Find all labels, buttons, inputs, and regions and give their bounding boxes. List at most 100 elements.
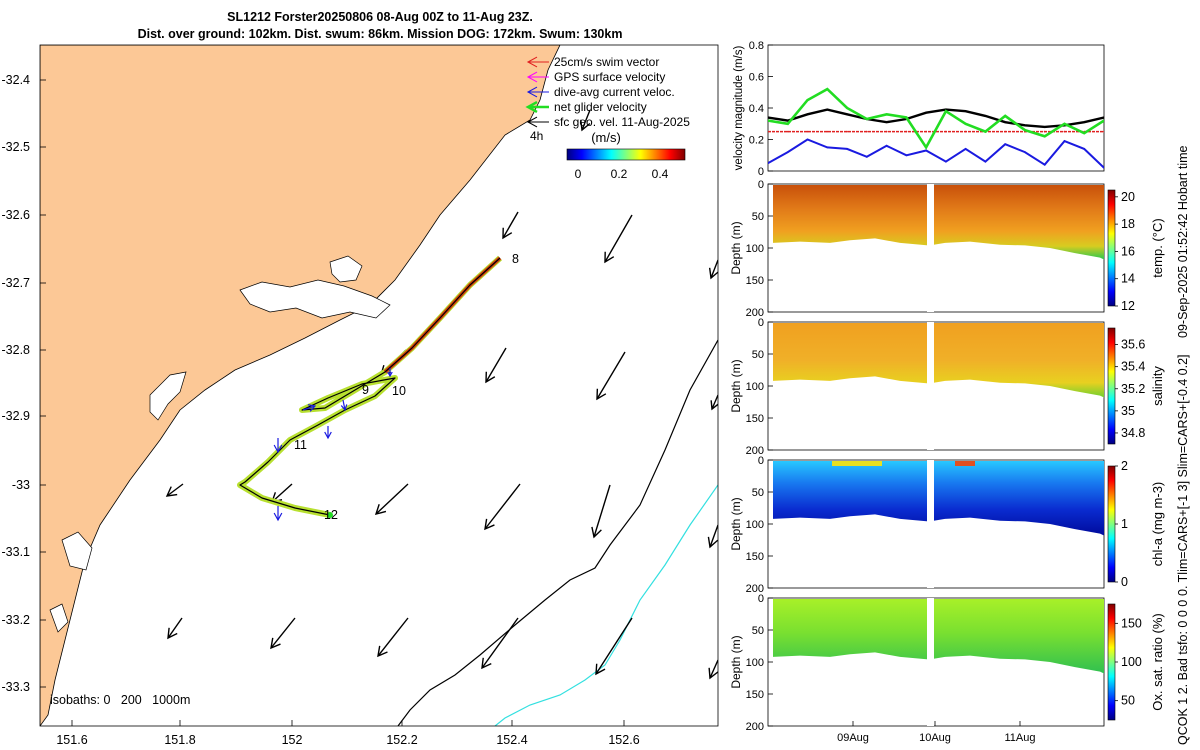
colorbar-label: Ox. sat. ratio (%)	[1150, 613, 1165, 711]
section-data-curtain	[773, 461, 1104, 536]
velocity-point	[865, 130, 868, 133]
velocity-point	[964, 148, 967, 150]
lake-1	[239, 279, 391, 319]
velocity-point	[1043, 126, 1046, 128]
velocity-point	[1103, 116, 1104, 119]
colorbar-label: temp. (°C)	[1150, 218, 1165, 277]
velocity-point	[984, 160, 987, 163]
velocity-y-tick-label: 0.8	[749, 40, 764, 52]
velocity-point	[826, 146, 829, 149]
section-panel-2: 0 50 100 150 200 Depth (m) 34.8 35 35.2 35.4 35.6 s…	[729, 317, 1165, 457]
colorbar-tick-label: 35.2	[1121, 382, 1145, 396]
depth-tick-label: 50	[752, 349, 764, 361]
dive-avg-vector-6	[302, 404, 317, 412]
map-frame	[39, 44, 719, 727]
velocity-point	[925, 146, 928, 149]
day-label-11: 11	[294, 438, 307, 452]
velocity-frame	[767, 44, 1105, 172]
time-tick-label: 11Aug	[1005, 732, 1036, 744]
map-y-tick-label: -32.8	[2, 343, 31, 357]
current-vector-12	[707, 524, 718, 549]
inlet-4	[61, 531, 93, 571]
velocity-point	[885, 130, 888, 133]
depth-axis-label: Depth (m)	[729, 497, 743, 550]
velocity-point	[1004, 143, 1007, 146]
data-gap	[927, 460, 934, 588]
colorbar-title: (m/s)	[591, 130, 621, 145]
velocity-point	[944, 160, 947, 163]
current-vector-5	[485, 347, 507, 384]
map-y-tick-label: -33.1	[2, 545, 31, 559]
current-vector-9	[374, 483, 409, 515]
current-vector-20	[708, 659, 718, 680]
colorbar-tick-label: 34.8	[1121, 426, 1145, 440]
depth-tick-label: 100	[746, 519, 764, 531]
legend-arrow-2	[526, 71, 549, 83]
legend-entry-2: GPS surface velocity	[554, 70, 665, 84]
isobaths-label: isobaths: 0 200 1000m	[50, 693, 190, 707]
day-label-8: 8	[512, 252, 519, 266]
colorbar-tick-label: 35	[1121, 404, 1135, 418]
velocity-point	[846, 113, 848, 116]
velocity-point	[964, 130, 967, 133]
velocity-point	[1103, 119, 1104, 122]
map-y-tick-label: -32.5	[2, 140, 31, 154]
isobath-200	[397, 339, 718, 726]
time-tick-label: 09Aug	[837, 732, 869, 744]
section-panel-1: 0 50 100 150 200 Depth (m) 12 14 16 18 20 temp. (°C…	[729, 179, 1165, 319]
current-vector-16	[270, 617, 296, 650]
legend-suffix: 4h	[530, 129, 543, 143]
depth-tick-label: 200	[746, 583, 764, 595]
qc-text: QCOK 1 2. Bad tsfo: 0 0 0	[1176, 599, 1190, 745]
velocity-point	[885, 113, 888, 116]
velocity-point	[944, 110, 947, 113]
depth-tick-label: 150	[746, 551, 764, 563]
velocity-point	[786, 122, 789, 125]
map-y-tick-label: -33.2	[2, 613, 31, 627]
depth-tick-label: 50	[752, 487, 764, 499]
velocity-point	[1063, 122, 1066, 125]
velocity-series-net	[768, 87, 1104, 150]
depth-axis-label: Depth (m)	[729, 635, 743, 688]
map-y-tick-label: -33	[12, 478, 30, 492]
map-x-tick-label: 151.6	[56, 733, 87, 747]
legend-entry-1: 25cm/s swim vector	[554, 55, 659, 69]
time-axis: 09Aug 10Aug 11Aug	[837, 721, 1036, 744]
velocity-point	[826, 130, 829, 133]
depth-tick-label: 0	[758, 317, 764, 329]
map-x-axis: 151.6 151.8 152 152.2 152.4 152.6	[56, 720, 640, 747]
velocity-point	[786, 130, 789, 133]
velocity-series-dive-avg	[768, 138, 1104, 169]
velocity-point	[806, 130, 809, 133]
colorbar-tick-label: 0	[575, 167, 582, 181]
colorbar-tick-label: 35.6	[1121, 338, 1145, 352]
velocity-point	[1063, 130, 1066, 133]
data-gap	[927, 322, 934, 450]
legend-entry-5: sfc geo. vel. 11-Aug-2025	[554, 115, 690, 129]
map-y-axis: -32.4 -32.5 -32.6 -32.7 -32.8 -32.9 -33 -33.1 -3…	[2, 73, 46, 694]
velocity-y-tick-label: 0.2	[749, 135, 764, 147]
velocity-point	[1024, 124, 1026, 127]
velocity-point	[826, 108, 829, 111]
velocity-point	[1063, 140, 1066, 142]
velocity-point	[885, 121, 888, 124]
velocity-point	[1043, 163, 1046, 166]
velocity-point	[768, 116, 769, 119]
legend-arrow-3	[526, 86, 549, 98]
depth-tick-label: 200	[746, 721, 764, 733]
current-vector-10	[484, 483, 521, 531]
colorbar-tick-label: 2	[1121, 459, 1128, 473]
colorbar-tick-label: 50	[1121, 694, 1135, 708]
velocity-point	[1024, 129, 1026, 131]
depth-axis-label: Depth (m)	[729, 359, 743, 412]
map-y-tick-label: -32.4	[2, 73, 31, 87]
velocity-panel: 0 0.2 0.4 0.6 0.8 velocity magnitude (m/s)	[733, 40, 1105, 178]
velocity-point	[1103, 166, 1104, 169]
surface-patch	[832, 461, 882, 466]
depth-tick-label: 0	[758, 593, 764, 605]
day-label-10: 10	[392, 384, 406, 398]
velocity-series-sfc-geo	[768, 108, 1104, 129]
map-x-tick-label: 152.6	[608, 733, 639, 747]
section-data-curtain	[773, 185, 1104, 260]
